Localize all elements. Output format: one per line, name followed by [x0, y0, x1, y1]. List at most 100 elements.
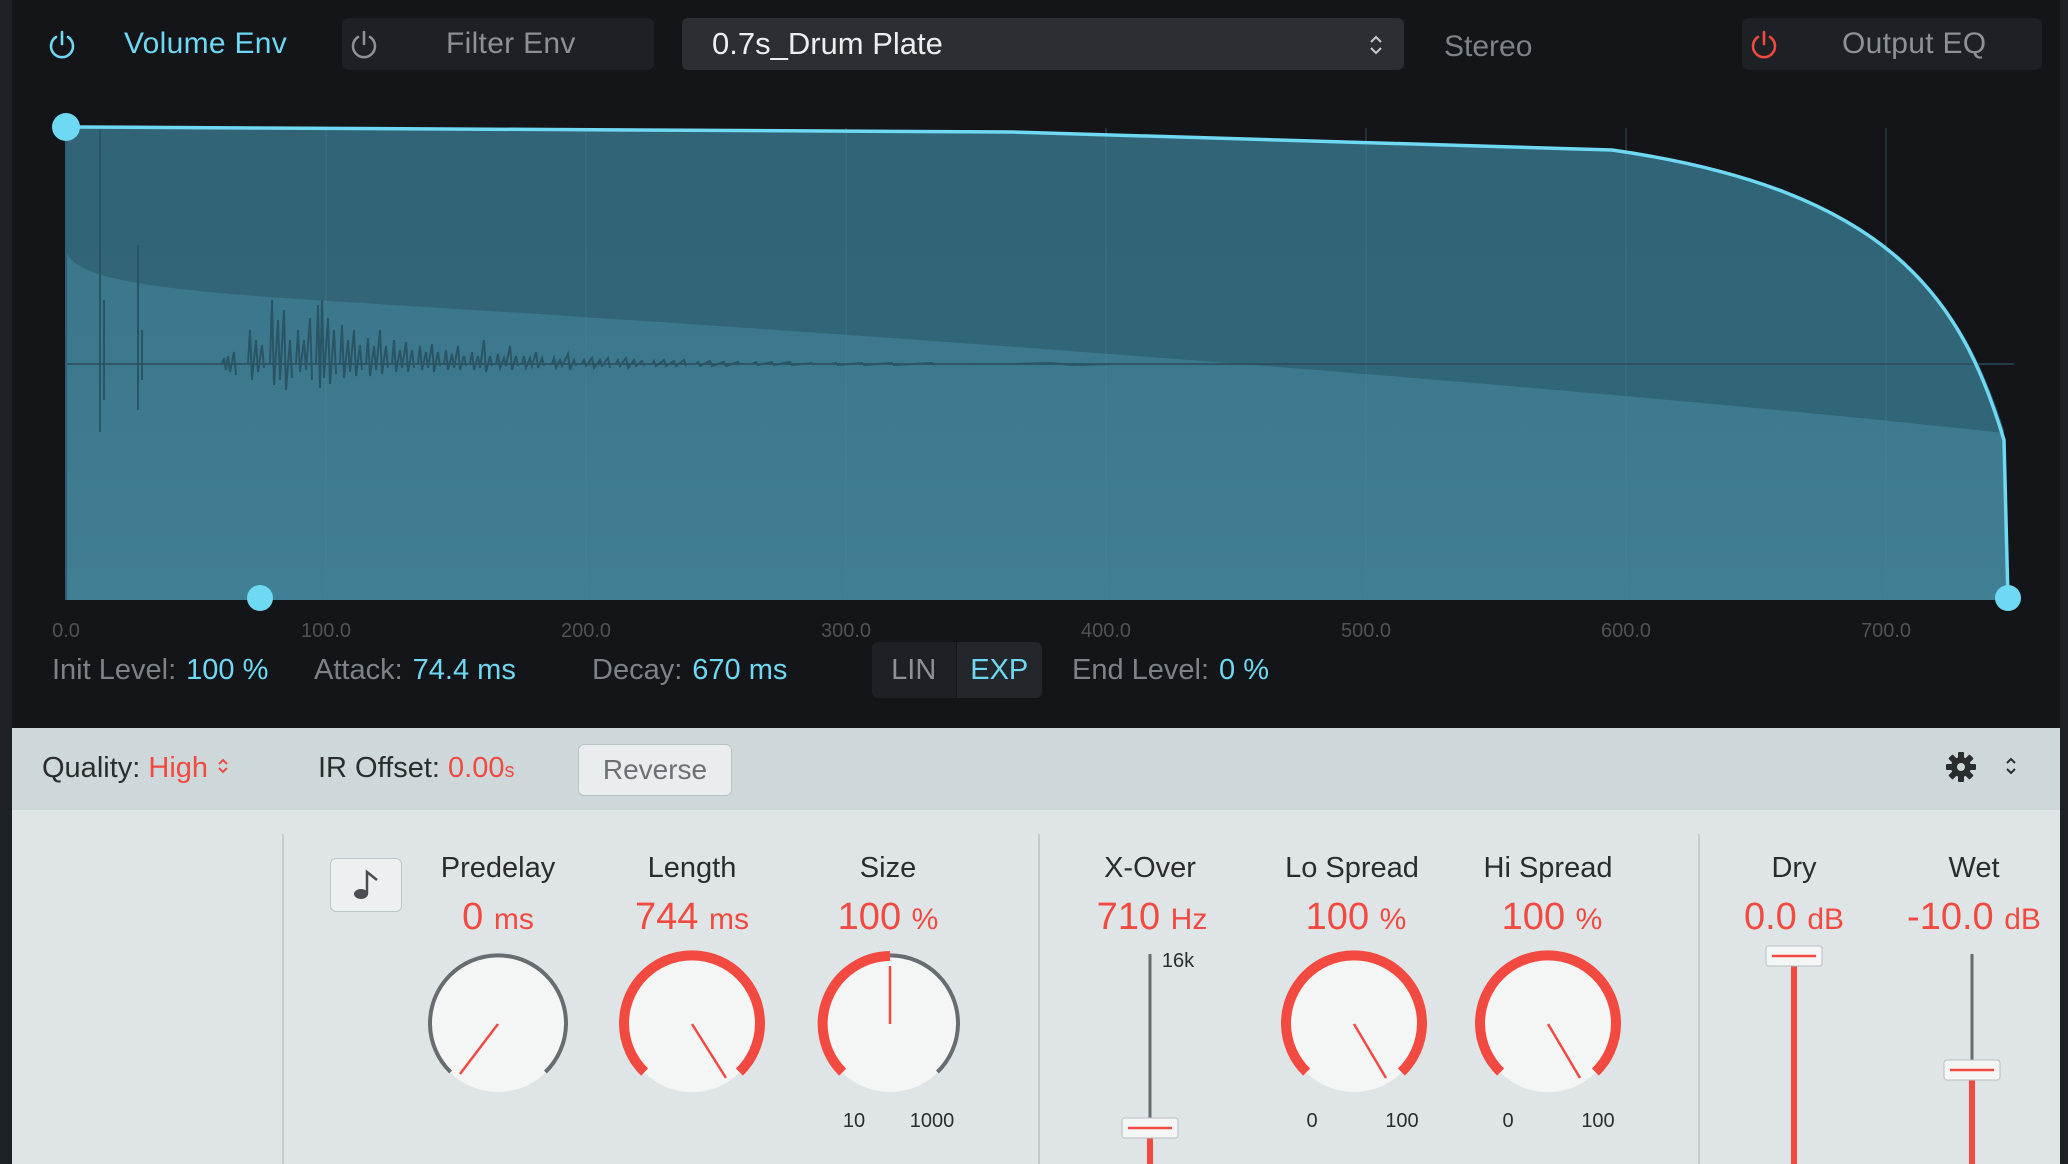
time-tick-label: 200.0 [560, 620, 612, 642]
right-host-edge [2060, 0, 2068, 1164]
size-max-label: 1000 [909, 1110, 955, 1132]
xover-label: X-Over [1104, 852, 1196, 884]
wet-value[interactable]: -10.0 dB [1907, 896, 2041, 939]
hi-spread-number: 100 [1501, 896, 1566, 938]
lo-spread-label: Lo Spread [1285, 852, 1419, 884]
ir-preset-select[interactable]: 0.7s_Drum Plate [682, 18, 1404, 70]
attack-value[interactable]: 74.4 ms [412, 654, 516, 686]
hi-spread-min-label: 0 [1502, 1110, 1514, 1132]
size-number: 100 [837, 896, 902, 938]
reverse-button[interactable]: Reverse [578, 744, 732, 796]
lo-spread-unit: % [1379, 903, 1407, 936]
dry-slider[interactable] [1762, 944, 1826, 1164]
quality-value[interactable]: High [148, 752, 209, 784]
length-knob[interactable] [616, 948, 768, 1100]
init-level-label: Init Level: [52, 654, 177, 686]
time-tick-label: 500.0 [1340, 620, 1392, 642]
xover-top-label: 16k [1161, 950, 1195, 972]
gear-icon[interactable] [1944, 750, 1978, 789]
settings-updown-icon[interactable] [2004, 754, 2018, 783]
dry-unit: dB [1807, 903, 1845, 936]
ir-offset-value[interactable]: 0.00 [448, 752, 505, 784]
envelope-curve [75, 125, 2010, 601]
dry-value[interactable]: 0.0 dB [1744, 896, 1844, 939]
output-eq-tab[interactable]: Output EQ [1742, 18, 2042, 70]
attack-param[interactable]: Attack: 74.4 ms [314, 654, 516, 687]
wet-unit: dB [2004, 903, 2041, 936]
length-number: 744 [635, 896, 699, 938]
hi-spread-label: Hi Spread [1483, 852, 1613, 884]
decay-label: Decay: [592, 654, 683, 686]
divider [1698, 834, 1700, 1164]
ir-waveform [99, 130, 1113, 432]
filter-env-power-icon[interactable] [342, 28, 386, 60]
hi-spread-value[interactable]: 100 % [1502, 896, 1603, 939]
wet-number: -10.0 [1907, 896, 1994, 938]
size-unit: % [911, 903, 939, 936]
predelay-number: 0 [462, 896, 484, 938]
lo-spread-min-label: 0 [1306, 1110, 1318, 1132]
attack-label: Attack: [314, 654, 403, 686]
envelope-panel: Volume Env Filter Env 0.7s_Drum Plate St… [12, 0, 2060, 728]
music-note-icon [354, 869, 378, 899]
init-level-value[interactable]: 100 % [186, 654, 269, 686]
ir-decay-shade [66, 127, 2004, 433]
decay-value[interactable]: 670 ms [692, 654, 788, 686]
xover-number: 710 [1096, 896, 1161, 938]
end-level-handle[interactable] [1995, 585, 2021, 611]
attack-handle[interactable] [247, 585, 273, 611]
exp-button[interactable]: EXP [956, 642, 1042, 698]
stereo-label[interactable]: Stereo [1444, 30, 1533, 63]
predelay-value[interactable]: 0 ms [462, 896, 534, 939]
volume-env-tab[interactable]: Volume Env [40, 18, 340, 70]
hi-spread-knob[interactable] [1472, 948, 1624, 1100]
tempo-sync-button[interactable] [330, 858, 402, 912]
quality-control[interactable]: Quality: High [42, 752, 230, 785]
init-level-handle[interactable] [52, 113, 80, 141]
quality-label: Quality: [42, 752, 141, 784]
time-tick-label: 100.0 [300, 620, 352, 642]
divider [1038, 834, 1040, 1164]
updown-chevron-icon [1368, 30, 1384, 66]
xover-unit: Hz [1170, 903, 1208, 936]
wet-label: Wet [1948, 852, 2000, 884]
filter-env-label: Filter Env [446, 27, 576, 60]
xover-slider[interactable] [1118, 948, 1182, 1164]
lo-spread-max-label: 100 [1385, 1110, 1419, 1132]
time-tick-label: 700.0 [1860, 620, 1912, 642]
volume-env-power-icon[interactable] [40, 28, 84, 60]
wet-slider[interactable] [1940, 944, 2004, 1164]
length-value[interactable]: 744 ms [635, 896, 749, 939]
quality-updown-icon[interactable] [216, 755, 230, 777]
end-level-param[interactable]: End Level: 0 % [1072, 654, 1269, 687]
end-level-value[interactable]: 0 % [1219, 654, 1270, 686]
length-label: Length [647, 852, 737, 884]
predelay-unit: ms [493, 903, 534, 936]
time-tick-label: 300.0 [820, 620, 872, 642]
output-eq-power-icon[interactable] [1742, 28, 1786, 60]
settings-bar: Quality: High IR Offset: 0.00s Reverse [12, 728, 2060, 810]
xover-value[interactable]: 710 Hz [1097, 896, 1208, 939]
time-tick-label: 600.0 [1600, 620, 1652, 642]
size-value[interactable]: 100 % [838, 896, 939, 939]
envelope-graph[interactable] [12, 0, 2060, 728]
ir-offset-control[interactable]: IR Offset: 0.00s [318, 752, 514, 785]
size-min-label: 10 [842, 1110, 866, 1132]
end-level-label: End Level: [1072, 654, 1210, 686]
hi-spread-unit: % [1575, 903, 1603, 936]
ir-preset-name: 0.7s_Drum Plate [712, 26, 943, 61]
lo-spread-value[interactable]: 100 % [1306, 896, 1407, 939]
filter-env-tab[interactable]: Filter Env [342, 18, 654, 70]
predelay-knob[interactable] [422, 948, 574, 1100]
main-controls: Predelay 0 ms Length 744 ms Size 100 % 1… [12, 810, 2060, 1164]
init-level-param[interactable]: Init Level: 100 % [52, 654, 268, 687]
volume-env-label: Volume Env [124, 27, 288, 60]
lin-button[interactable]: LIN [872, 642, 957, 698]
output-eq-label: Output EQ [1842, 27, 1987, 60]
curve-mode-switch[interactable]: LIN EXP [872, 642, 1042, 698]
decay-param[interactable]: Decay: 670 ms [592, 654, 787, 687]
size-knob[interactable] [814, 948, 966, 1100]
size-label: Size [859, 852, 917, 884]
lo-spread-knob[interactable] [1278, 948, 1430, 1100]
ir-offset-label: IR Offset: [318, 752, 440, 784]
